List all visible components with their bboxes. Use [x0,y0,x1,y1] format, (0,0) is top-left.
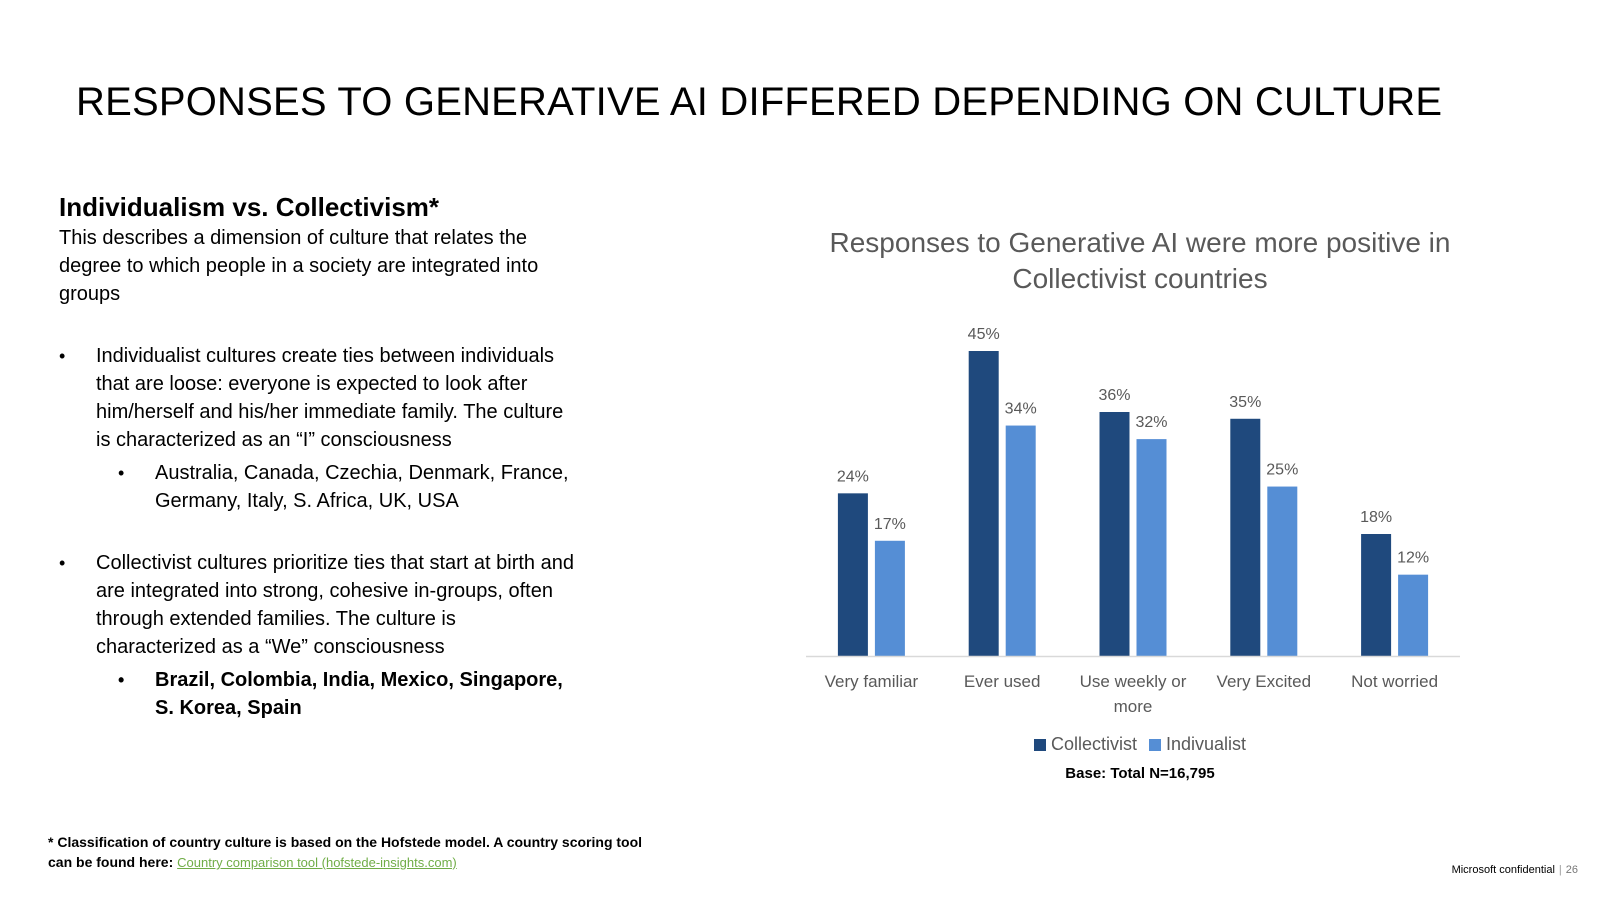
data-label-indivualist-3: 25% [1266,462,1298,479]
section-heading: Individualism vs. Collectivism* [59,192,440,222]
x-tick-label-3: Very Excited [1217,672,1312,691]
confidential-footer: Microsoft confidential | 26 [1452,864,1578,876]
data-label-indivualist-4: 12% [1397,550,1429,567]
data-label-indivualist-0: 17% [874,516,906,533]
bullet-text: Individualist cultures create ties betwe… [96,345,564,451]
bullet-list: • Individualist cultures create ties bet… [59,342,579,722]
bar-collectivist-2 [1099,412,1130,656]
legend-swatch [1033,738,1046,751]
section-description: This describes a dimension of culture th… [59,227,539,305]
bar-indivualist-0 [874,540,905,656]
sub-bullet-individualist-countries: • Australia, Canada, Czechia, Denmark, F… [59,459,579,515]
x-tick-label-0: Very familiar [825,672,919,691]
x-tick-label-4: Not worried [1351,672,1438,691]
footnote-text: * Classification of country culture is b… [48,834,643,870]
x-tick-label-2: Use weekly or [1080,672,1187,691]
data-label-collectivist-3: 35% [1229,394,1261,411]
confidential-label: Microsoft confidential [1451,864,1555,876]
legend-item-indivualist: Indivualist [1148,734,1247,755]
bar-collectivist-0 [837,493,868,656]
data-label-collectivist-4: 18% [1360,509,1392,526]
bullet-marker: • [118,670,125,690]
data-label-collectivist-2: 36% [1098,387,1130,404]
description-panel: Individualism vs. Collectivism* This des… [59,192,579,722]
bullet-individualist: • Individualist cultures create ties bet… [59,342,579,454]
legend-swatch [1148,738,1161,751]
legend-item-collectivist: Collectivist [1033,734,1137,755]
bar-collectivist-4 [1361,534,1392,656]
country-comparison-link[interactable]: Country comparison tool (hofstede-insigh… [177,855,457,870]
bullet-text: Collectivist cultures prioritize ties th… [96,552,574,658]
bullet-marker: • [59,553,66,573]
bullet-collectivist: • Collectivist cultures prioritize ties … [59,549,579,661]
bullet-marker: • [59,346,66,366]
chart-title: Responses to Generative AI were more pos… [829,227,1451,294]
x-tick-label-1: Ever used [964,672,1041,691]
bar-collectivist-3 [1230,418,1261,656]
data-label-collectivist-1: 45% [968,326,1000,343]
bar-chart: 24% 17% Very familiar 45% 34% Ever used 36% 32%… [806,326,1460,716]
sub-bullet-text: Brazil, Colombia, India, Mexico, Singapo… [155,669,563,719]
base-note: Base: Total N=16,795 [1065,765,1215,782]
chart-legend: Collectivist Indivualist [780,734,1500,756]
data-label-collectivist-0: 24% [837,468,869,485]
sub-bullet-collectivist-countries: • Brazil, Colombia, India, Mexico, Singa… [59,666,579,722]
data-label-indivualist-2: 32% [1135,414,1167,431]
chart-container: Responses to Generative AI were more pos… [780,215,1520,795]
page-number: 26 [1565,864,1578,876]
slide-title: RESPONSES TO GENERATIVE AI DIFFERED DEPE… [76,80,1443,124]
legend-label: Indivualist [1165,734,1247,754]
footer-separator: | [1558,864,1562,876]
bar-indivualist-3 [1267,486,1298,656]
bar-collectivist-1 [968,351,999,656]
x-tick-label-2: more [1114,697,1153,716]
bullet-marker: • [118,463,125,483]
sub-bullet-text: Australia, Canada, Czechia, Denmark, Fra… [155,462,569,512]
bar-indivualist-1 [1005,425,1036,656]
footnote: * Classification of country culture is b… [48,832,648,873]
legend-label: Collectivist [1050,734,1137,754]
bar-indivualist-2 [1136,439,1167,656]
data-label-indivualist-1: 34% [1005,401,1037,418]
bar-indivualist-4 [1398,574,1429,656]
